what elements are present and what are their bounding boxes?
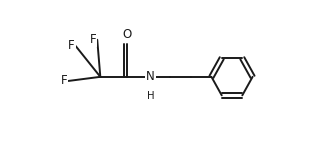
Text: O: O: [123, 28, 132, 41]
Text: F: F: [61, 74, 68, 87]
Text: H: H: [147, 91, 155, 101]
Text: F: F: [68, 40, 75, 52]
Text: N: N: [146, 70, 155, 83]
Text: F: F: [90, 33, 96, 46]
